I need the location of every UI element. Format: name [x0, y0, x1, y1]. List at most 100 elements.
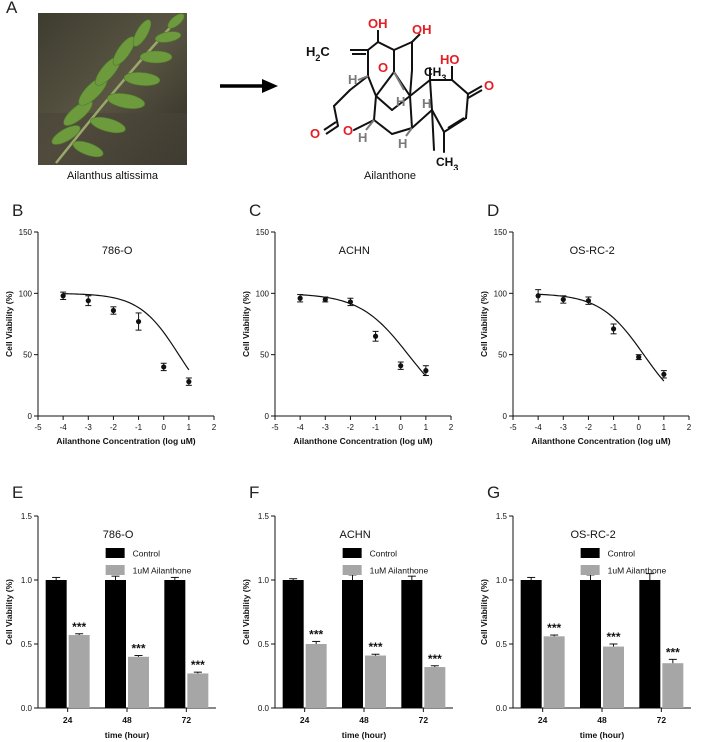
x-tick-label: 24 [538, 715, 548, 725]
h-label: H [398, 136, 407, 151]
data-point [560, 296, 566, 303]
panel-letter: E [12, 483, 23, 502]
chart-title: ACHN [339, 245, 370, 257]
x-tick-label: -5 [509, 423, 517, 432]
ailanthus-leaf-image [38, 13, 187, 165]
ch3-bottom-label: CH3 [436, 155, 458, 170]
x-tick-label: 48 [359, 715, 369, 725]
data-point [636, 354, 642, 360]
bar-control [45, 580, 67, 708]
y-tick-label: 0.0 [496, 704, 508, 713]
x-tick-label: 2 [687, 423, 692, 432]
y-axis-label: Cell Viability (%) [4, 291, 14, 357]
o-carbonyl-left-label: O [310, 126, 320, 141]
legend-swatch [342, 565, 362, 575]
legend-label: Control [608, 549, 636, 559]
h-label: H [348, 72, 357, 87]
x-tick-label: -2 [585, 423, 593, 432]
x-tick-label: 24 [300, 715, 310, 725]
data-point [85, 298, 91, 304]
y-axis-label: Cell Viability (%) [241, 579, 251, 645]
oh-right-label: OH [412, 22, 432, 37]
chart-title: 786-O [103, 529, 134, 541]
data-point [322, 296, 328, 303]
bar-control [282, 580, 304, 708]
data-point [186, 379, 192, 385]
data-point [661, 371, 667, 377]
h-label: H [422, 96, 431, 111]
y-axis-label: Cell Viability (%) [479, 291, 489, 357]
y-tick-label: 0.5 [21, 640, 33, 649]
bar-treated [662, 663, 684, 708]
data-point [610, 326, 617, 332]
bar-treated [424, 667, 446, 708]
chart-f: F ACHN 0.0 0.5 1.0 1.5 time (hour) Cell Viabili… [241, 483, 453, 740]
chart-e: E 786-O 0.0 0.5 1.0 1.5 time (hour) Cell Viabil… [4, 483, 216, 740]
panel-letter: C [249, 201, 261, 220]
x-tick-label: 1 [424, 423, 429, 432]
y-axis-label: Cell Viability (%) [479, 579, 489, 645]
chart-c: C ACHN 0 50 100 150 -5 -4 -3 -2 -1 0 1 2 Ailanthone Co… [241, 201, 454, 446]
x-tick-label: -4 [60, 423, 68, 432]
y-tick-label: 0.0 [21, 704, 33, 713]
significance-label: *** [606, 630, 620, 644]
bar-treated [128, 656, 149, 708]
data-point [398, 363, 404, 369]
x-tick-label: 48 [122, 715, 132, 725]
x-tick-label: 0 [398, 423, 403, 432]
x-tick-label: -1 [135, 423, 143, 432]
bar-treated [365, 655, 386, 708]
bar-treated [187, 673, 209, 708]
x-tick-label: 2 [212, 423, 217, 432]
x-tick-label: 24 [63, 715, 73, 725]
data-point [423, 368, 429, 374]
y-tick-label: 50 [260, 351, 269, 360]
x-tick-label: 48 [597, 715, 607, 725]
y-tick-label: 1.0 [258, 576, 270, 585]
x-tick-label: -3 [322, 423, 330, 432]
panel-letter: F [249, 483, 259, 502]
legend-swatch [105, 565, 125, 575]
fit-curve [63, 293, 190, 371]
bar-treated [603, 646, 624, 708]
x-tick-label: 0 [636, 423, 641, 432]
x-axis-label: time (hour) [580, 730, 625, 740]
data-point [60, 293, 66, 299]
chart-title: 786-O [102, 245, 133, 257]
data-point [161, 364, 167, 370]
x-tick-label: 72 [419, 715, 429, 725]
x-tick-label: -2 [347, 423, 355, 432]
chart-title: ACHN [340, 529, 371, 541]
significance-label: *** [309, 627, 323, 641]
legend-label: 1uM Ailanthone [133, 566, 192, 576]
h-label: H [358, 130, 367, 145]
y-tick-label: 1.5 [21, 512, 33, 521]
x-tick-label: -5 [271, 423, 279, 432]
y-tick-label: 50 [23, 351, 32, 360]
x-tick-label: -3 [560, 423, 568, 432]
x-tick-label: -5 [34, 423, 42, 432]
legend-swatch [342, 548, 362, 558]
x-tick-label: -1 [372, 423, 380, 432]
legend-label: Control [133, 549, 161, 559]
x-tick-label: 1 [187, 423, 192, 432]
bar-control [164, 580, 186, 708]
bar-control [342, 580, 363, 708]
chart-d: D OS-RC-2 0 50 100 150 -5 -4 -3 -2 -1 0 1 2 Ailanthone… [479, 201, 692, 446]
legend-swatch [580, 548, 600, 558]
bar-control [401, 580, 423, 708]
x-tick-label: -4 [535, 423, 543, 432]
data-point [535, 293, 541, 299]
bar-control [520, 580, 542, 708]
chart-title: OS-RC-2 [570, 245, 615, 257]
data-point [297, 295, 303, 301]
ch3-top-label: CH3 [424, 65, 446, 83]
bar-control [580, 580, 601, 708]
y-tick-label: 0 [265, 412, 270, 421]
chart-g: G OS-RC-2 0.0 0.5 1.0 1.5 time (hour) Cell Viab… [479, 483, 691, 740]
o-bridge-label: O [378, 60, 388, 75]
x-tick-label: -4 [297, 423, 305, 432]
significance-label: *** [666, 645, 680, 659]
x-tick-label: 2 [449, 423, 454, 432]
x-tick-label: 72 [182, 715, 192, 725]
